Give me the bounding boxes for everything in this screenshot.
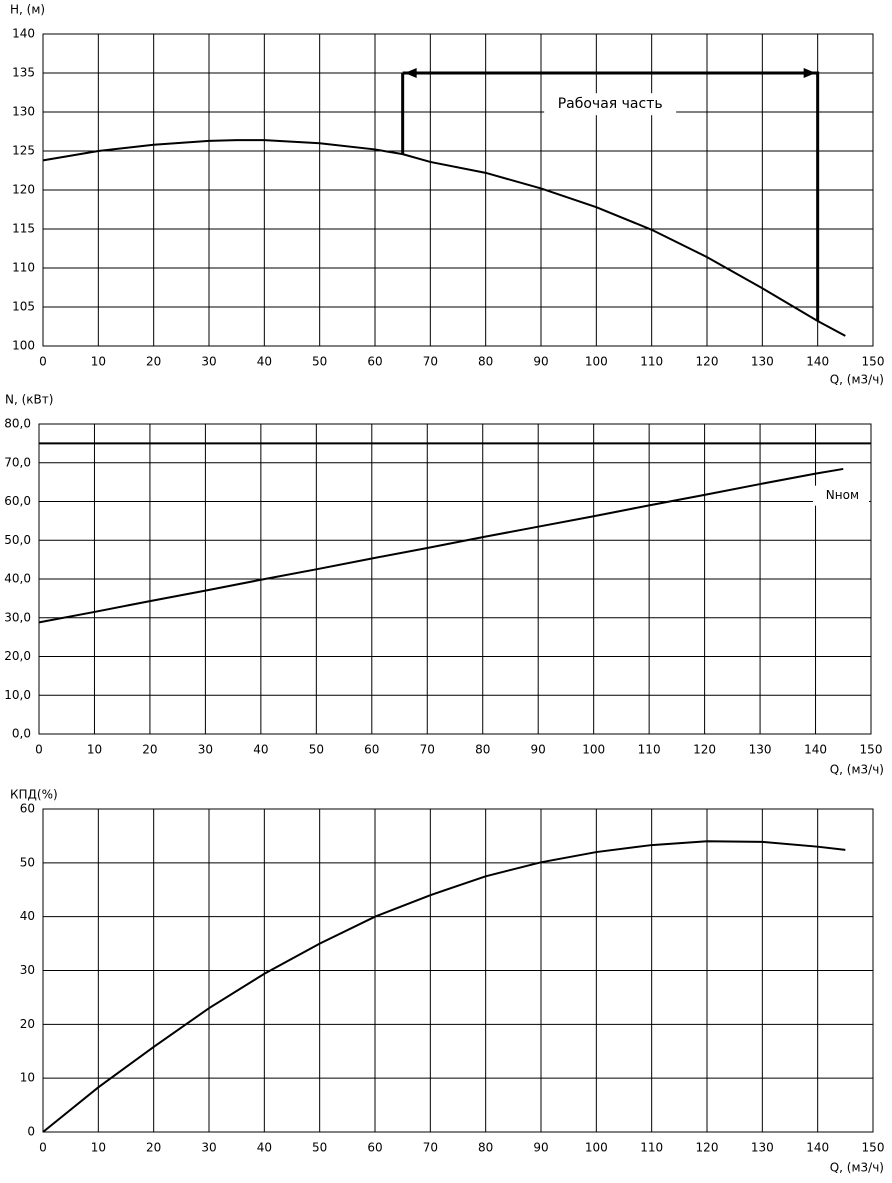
x-tick-label: 110 [638,743,661,757]
x-tick-label: 0 [39,355,47,369]
x-tick-label: 30 [201,355,216,369]
y-tick-label: 110 [12,261,35,275]
x-tick-label: 0 [39,1141,47,1155]
y-tick-label: 60,0 [4,494,31,508]
reference-label: Nном [826,488,859,502]
x-tick-label: 150 [862,1141,885,1155]
y-tick-label: 30 [20,963,35,977]
x-tick-label: 130 [751,355,774,369]
x-tick-label: 110 [640,355,663,369]
x-tick-label: 80 [475,743,490,757]
x-tick-label: 20 [146,355,161,369]
y-axis-title: N, (кВт) [5,393,53,407]
y-tick-label: 120 [12,183,35,197]
y-axis-title: КПД(%) [10,788,58,802]
y-tick-label: 40,0 [4,572,31,586]
plot-frame [42,808,874,1133]
x-tick-label: 80 [478,355,493,369]
x-tick-label: 40 [257,1141,272,1155]
x-tick-label: 110 [640,1141,663,1155]
plot-frame [42,33,874,347]
x-tick-label: 50 [312,355,327,369]
x-tick-label: 150 [860,743,883,757]
y-tick-label: 50 [20,855,35,869]
x-tick-label: 70 [423,355,438,369]
x-tick-label: 20 [146,1141,161,1155]
x-axis-title: Q, (м3/ч) [830,1161,884,1175]
x-tick-label: 140 [804,743,827,757]
x-axis-title: Q, (м3/ч) [830,373,884,387]
x-tick-label: 60 [364,743,379,757]
x-tick-label: 100 [585,1141,608,1155]
y-tick-label: 20,0 [4,649,31,663]
x-tick-label: 130 [749,743,772,757]
x-tick-label: 90 [533,355,548,369]
x-tick-label: 50 [309,743,324,757]
x-tick-label: 100 [585,355,608,369]
x-tick-label: 60 [367,1141,382,1155]
x-tick-label: 120 [696,355,719,369]
x-tick-label: 10 [91,1141,106,1155]
label-bg [544,93,677,116]
y-tick-label: 70,0 [4,455,31,469]
x-tick-label: 80 [478,1141,493,1155]
plot-frame [38,423,872,735]
y-tick-label: 125 [12,144,35,158]
data-line [38,467,844,624]
x-tick-label: 140 [806,355,829,369]
x-axis-title: Q, (м3/ч) [830,763,884,777]
y-axis-title: H, (м) [10,3,45,17]
y-tick-label: 10,0 [4,688,31,702]
y-tick-label: 0,0 [12,727,31,741]
x-tick-label: 10 [91,355,106,369]
y-tick-label: 40 [20,909,35,923]
y-tick-label: 50,0 [4,533,31,547]
x-tick-label: 30 [201,1141,216,1155]
x-tick-label: 30 [198,743,213,757]
x-tick-label: 120 [696,1141,719,1155]
x-tick-label: 140 [806,1141,829,1155]
data-line [42,840,846,1133]
y-tick-label: 130 [12,105,35,119]
y-tick-label: 135 [12,66,35,80]
working-range-bracket [401,71,820,322]
y-tick-label: 10 [20,1071,35,1085]
x-tick-label: 40 [253,743,268,757]
y-tick-label: 140 [12,27,35,41]
y-tick-label: 105 [12,300,35,314]
y-tick-label: 30,0 [4,610,31,624]
arrow-head [404,68,417,78]
x-tick-label: 150 [862,355,885,369]
x-tick-label: 10 [87,743,102,757]
y-tick-label: 60 [20,802,35,816]
x-tick-label: 120 [693,743,716,757]
x-tick-label: 130 [751,1141,774,1155]
x-tick-label: 40 [257,355,272,369]
label-bg [813,485,869,506]
bracket-label: Рабочая часть [558,96,663,112]
y-tick-label: 80,0 [4,417,31,431]
y-tick-label: 0 [27,1125,35,1139]
x-tick-label: 100 [582,743,605,757]
x-tick-label: 70 [423,1141,438,1155]
x-tick-label: 90 [533,1141,548,1155]
x-tick-label: 50 [312,1141,327,1155]
x-tick-label: 0 [35,743,43,757]
x-tick-label: 60 [367,355,382,369]
x-tick-label: 70 [420,743,435,757]
y-tick-label: 20 [20,1017,35,1031]
x-tick-label: 90 [531,743,546,757]
y-tick-label: 100 [12,339,35,353]
y-tick-label: 115 [12,222,35,236]
x-tick-label: 20 [142,743,157,757]
arrow-head [803,68,816,78]
data-line [42,139,846,337]
